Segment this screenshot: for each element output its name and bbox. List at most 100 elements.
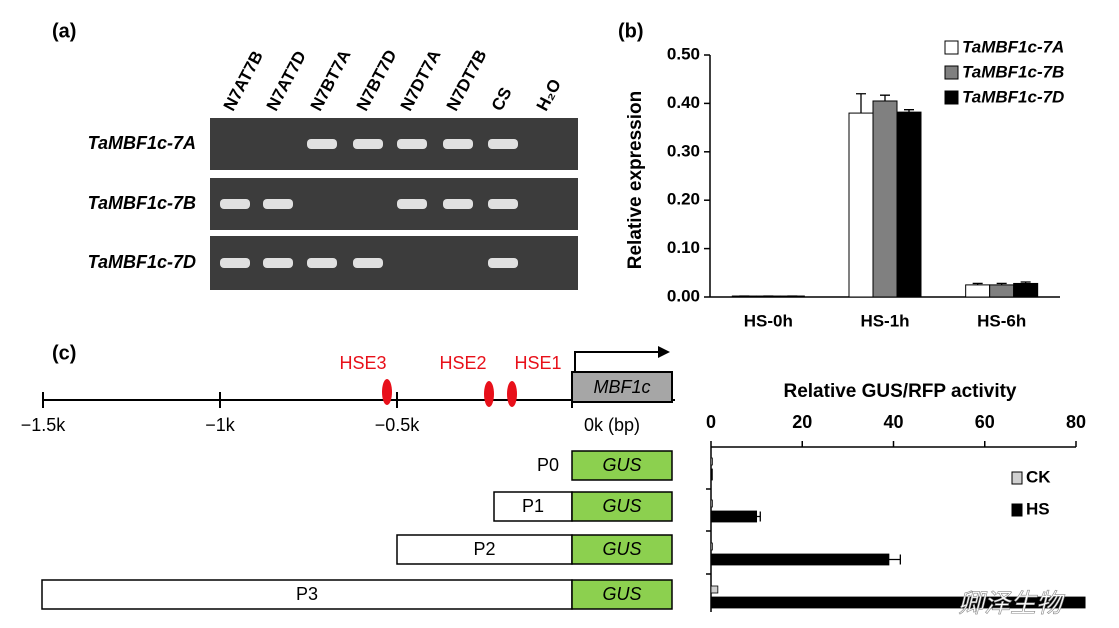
y-tick-label: 0.40 [667, 93, 700, 112]
bar [896, 111, 922, 298]
gel-band [488, 199, 518, 209]
reporter-label: GUS [602, 539, 641, 559]
gene-box [571, 371, 673, 403]
construct-label: P0 [537, 455, 559, 475]
gel-band [397, 139, 427, 149]
error-bar [888, 554, 901, 565]
error-bar [856, 93, 866, 114]
x-tick-label: 80 [1066, 412, 1086, 432]
legend-label: TaMBF1c-7D [962, 87, 1064, 106]
x-tick-label: 20 [792, 412, 812, 432]
error-bar [880, 94, 890, 101]
error-bar [756, 511, 761, 522]
bar [710, 510, 758, 523]
y-tick-label: 0.00 [667, 286, 700, 305]
legend-swatch [944, 90, 959, 105]
x-tick-label: HS-0h [744, 311, 793, 330]
gel-band [307, 258, 337, 268]
gel-band [488, 258, 518, 268]
gel-band [353, 139, 383, 149]
legend-label: CK [1026, 467, 1051, 486]
lane-label: N7AT7B [220, 48, 267, 114]
x-tick-label: 40 [883, 412, 903, 432]
y-axis-label: Relative expression [625, 91, 646, 269]
lane-label: N7BT7D [353, 47, 401, 114]
hse-label: HSE3 [339, 353, 386, 373]
gel-band [220, 258, 250, 268]
legend-label: HS [1026, 499, 1050, 518]
promoter-fragment [396, 534, 573, 565]
lane-label: N7DT7A [397, 47, 445, 114]
construct-label: P1 [522, 496, 544, 516]
bar [710, 457, 713, 466]
error-bar [972, 282, 983, 285]
construct-label: P3 [296, 584, 318, 604]
x-tick-label: HS-6h [977, 311, 1026, 330]
error-bar [904, 109, 914, 113]
tss-arrowhead [658, 346, 670, 358]
row-label: TaMBF1c-7D [88, 252, 196, 272]
reporter-box [571, 534, 673, 565]
lane-label: H₂O [533, 76, 565, 114]
reporter-box [571, 491, 673, 522]
gel-band [263, 199, 293, 209]
y-tick-label: 0.20 [667, 190, 700, 209]
bar [710, 585, 719, 594]
lane-label: N7BT7A [307, 47, 355, 114]
gel-band [443, 139, 473, 149]
bar [710, 553, 890, 566]
gel-band [263, 258, 293, 268]
reporter-box [571, 450, 673, 481]
scale-label: −1k [205, 415, 236, 435]
bar [710, 468, 713, 481]
gel-band [488, 139, 518, 149]
tss-arrow [574, 351, 665, 372]
hse-sites [382, 379, 517, 407]
lane-label: N7DT7B [443, 47, 491, 114]
promoter-fragment [41, 579, 573, 610]
legend-label: TaMBF1c-7A [962, 37, 1064, 56]
x-tick-label: 60 [975, 412, 995, 432]
scale-label: 0k (bp) [584, 415, 640, 435]
x-tick-label: HS-1h [860, 311, 909, 330]
bar [965, 284, 991, 298]
panel-label: (b) [618, 20, 644, 42]
legend-label: TaMBF1c-7B [962, 62, 1064, 81]
legend-swatch [1011, 503, 1023, 517]
panel-label: (c) [52, 342, 76, 364]
reporter-label: GUS [602, 584, 641, 604]
bar [1013, 282, 1039, 298]
y-tick-label: 0.50 [667, 44, 700, 63]
scale-label: −1.5k [21, 415, 67, 435]
gel-band [397, 199, 427, 209]
gene-label: MBF1c [593, 377, 650, 397]
reporter-label: GUS [602, 496, 641, 516]
gel-band [307, 139, 337, 149]
legend-swatch [944, 40, 959, 55]
error-bar [1020, 281, 1031, 284]
gel-band [443, 199, 473, 209]
bar [872, 100, 898, 298]
y-tick-label: 0.10 [667, 238, 700, 257]
construct-label: P2 [473, 539, 495, 559]
legend-swatch [944, 65, 959, 80]
hse-label: HSE2 [439, 353, 486, 373]
legend-swatch [1011, 471, 1023, 485]
row-label: TaMBF1c-7B [88, 193, 196, 213]
reporter-box [571, 579, 673, 610]
y-tick-label: 0.30 [667, 141, 700, 160]
gel-image [210, 118, 578, 170]
bar [848, 112, 874, 298]
hse-label: HSE1 [514, 353, 561, 373]
x-tick-label: 0 [706, 412, 716, 432]
row-label: TaMBF1c-7A [88, 133, 196, 153]
lane-label: N7AT7D [263, 48, 310, 114]
bar [710, 596, 1086, 609]
bar [710, 499, 713, 508]
gel-band [353, 258, 383, 268]
panel-label: (a) [52, 20, 76, 42]
reporter-label: GUS [602, 455, 641, 475]
error-bar [996, 282, 1007, 285]
bar [989, 284, 1015, 298]
